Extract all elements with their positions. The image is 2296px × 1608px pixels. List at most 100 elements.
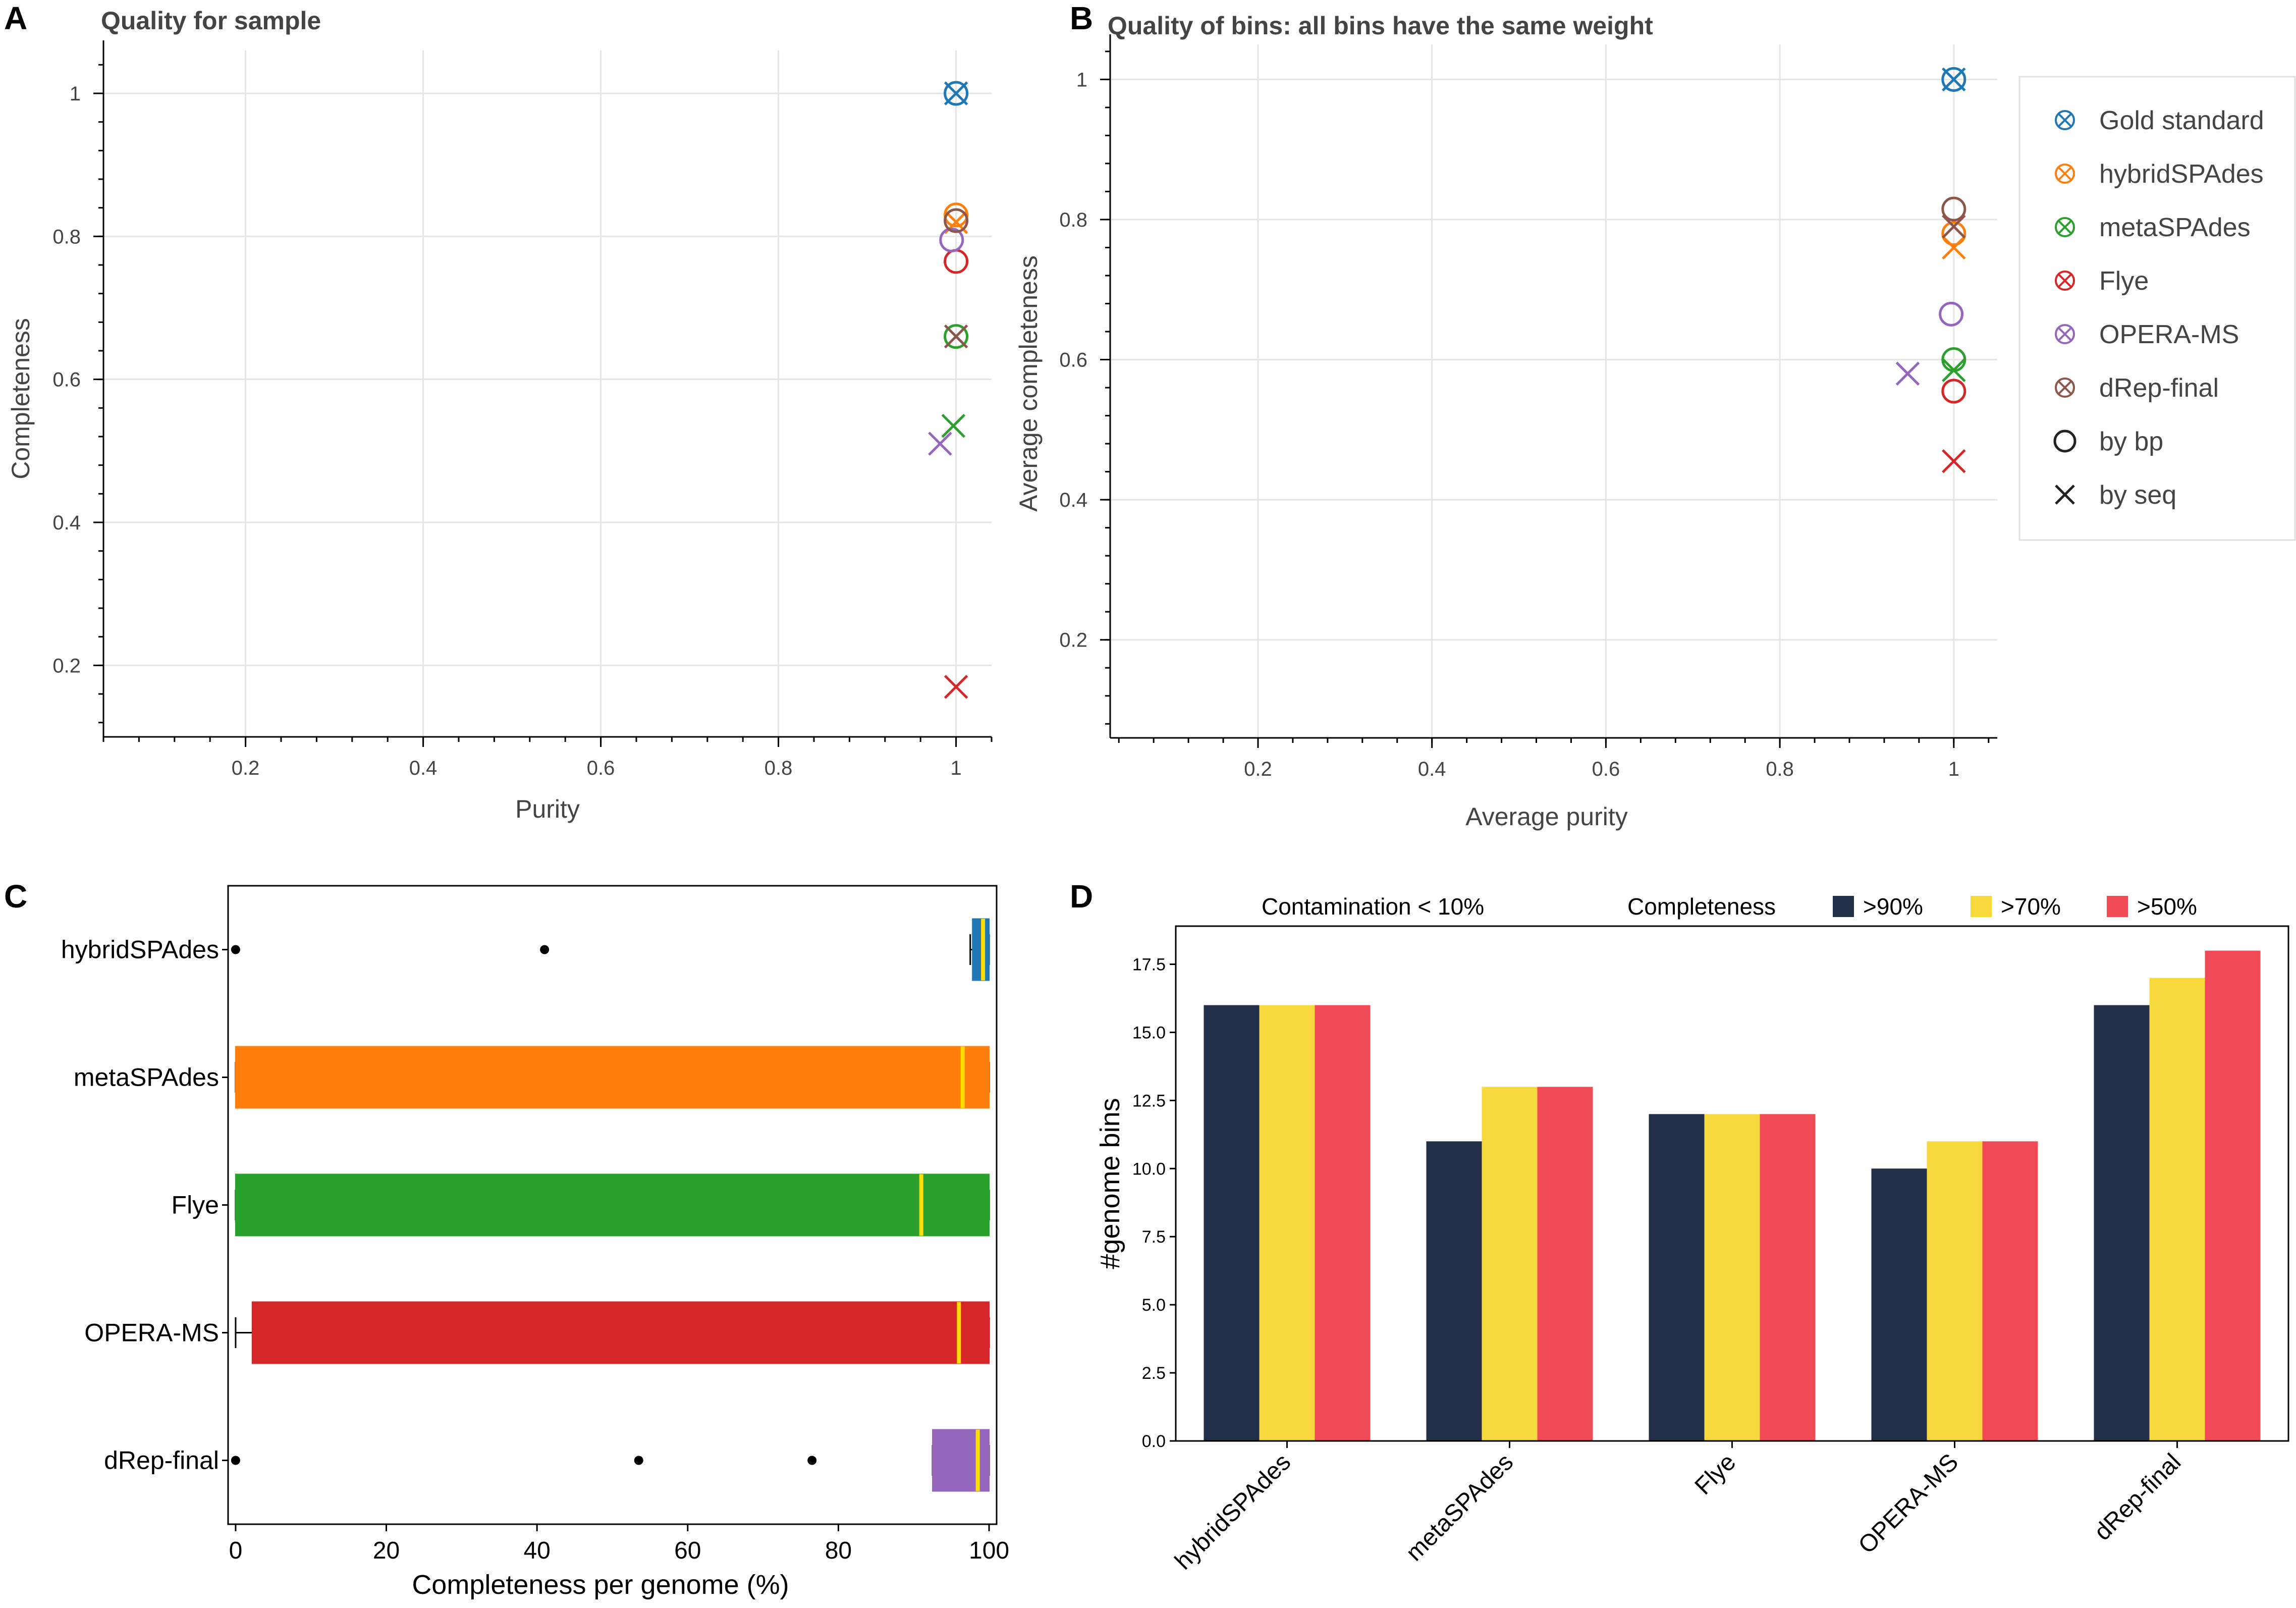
legend-d-label-2: >50% bbox=[2137, 893, 2197, 920]
chart-d-ylabel: #genome bins bbox=[1095, 1098, 1125, 1269]
legend-item-by-seq-label: by seq bbox=[2099, 480, 2176, 510]
chart-a-point-opera-ms-seq-stroke-2 bbox=[928, 432, 952, 456]
panel-label-a: A bbox=[4, 0, 27, 36]
chart-a-point-gold-standard-seq bbox=[944, 81, 968, 105]
legend-item-drep-final-label: dRep-final bbox=[2099, 373, 2219, 403]
legend-item-flye-marker-circle bbox=[2055, 271, 2075, 291]
chart-c-xtick-label: 20 bbox=[373, 1537, 400, 1564]
legend-completeness-label: Completeness bbox=[1627, 893, 1776, 920]
chart-d-bar-opera-ms-2 bbox=[1982, 1141, 2038, 1441]
chart-c-box-opera-ms bbox=[251, 1301, 990, 1364]
legend-item-by-seq-marker-stroke-2 bbox=[2055, 485, 2075, 505]
chart-a-xtick-label: 1 bbox=[950, 757, 961, 779]
chart-b-point-gold-standard-seq bbox=[1942, 67, 1966, 92]
chart-b-point-flye-seq bbox=[1942, 449, 1966, 473]
chart-b-point-hybridspades-bp bbox=[1941, 221, 1966, 246]
chart-b-xtick-label: 0.6 bbox=[1592, 758, 1620, 780]
chart-d-bar-drep-final-1 bbox=[2149, 978, 2205, 1441]
chart-c-xtick-label: 80 bbox=[825, 1537, 852, 1564]
chart-b-point-opera-ms-seq bbox=[1895, 361, 1920, 386]
chart-c-xtick-label: 100 bbox=[969, 1537, 1009, 1564]
chart-b-ytick-label: 0.8 bbox=[1059, 209, 1087, 231]
chart-b: 0.2 0.4 0.6 0.8 1 0.2 0.4 0.6 0.8 1 bbox=[1059, 34, 1997, 780]
chart-d-ytick-label: 15.0 bbox=[1132, 1023, 1166, 1042]
legend-item-metaspades-marker-cross bbox=[2057, 219, 2073, 235]
chart-d-ytick-label: 10.0 bbox=[1132, 1159, 1166, 1178]
chart-a-point-flye-seq bbox=[944, 675, 968, 699]
chart-c-category-label: dRep-final bbox=[104, 1446, 219, 1475]
chart-b-ytick-label: 0.2 bbox=[1059, 629, 1087, 652]
legend-item-drep-final-marker-cross-stroke-2 bbox=[2057, 380, 2073, 396]
chart-d-category-label: Flye bbox=[1690, 1449, 1741, 1500]
chart-b-xlabel: Average purity bbox=[1465, 802, 1627, 831]
panel-label-b: B bbox=[1070, 0, 1093, 36]
chart-a-xtick-label: 0.4 bbox=[409, 757, 438, 779]
legend-d-label-1: >70% bbox=[2001, 893, 2061, 920]
chart-b-xtick-label: 0.4 bbox=[1418, 758, 1446, 780]
chart-b-point-flye-bp bbox=[1941, 379, 1966, 404]
chart-d-bar-flye-1 bbox=[1704, 1114, 1760, 1441]
legend-item-metaspades-label: metaSPAdes bbox=[2099, 213, 2251, 242]
chart-d-bar-metaspades-1 bbox=[1482, 1087, 1538, 1441]
chart-d-frame bbox=[1175, 925, 2289, 1442]
chart-d-ytick-label: 17.5 bbox=[1132, 955, 1166, 975]
chart-d-bar-metaspades-0 bbox=[1426, 1141, 1482, 1441]
chart-a-xtick-label: 0.2 bbox=[232, 757, 260, 779]
legend-item-gold-standard-marker-cross-stroke-2 bbox=[2057, 112, 2073, 128]
panel-label-c: C bbox=[4, 878, 27, 915]
chart-a-point-metaspades-bp bbox=[944, 324, 969, 349]
legend-item-gold-standard-marker-cross bbox=[2057, 112, 2073, 128]
chart-a-point-hybridspades-bp bbox=[944, 202, 969, 228]
chart-a-point-opera-ms-seq bbox=[928, 432, 952, 456]
chart-c-box-drep-final bbox=[932, 1429, 990, 1492]
legend-item-flye-label: Flye bbox=[2099, 266, 2149, 296]
legend-item-metaspades-marker-cross-stroke-2 bbox=[2057, 219, 2073, 235]
chart-d-bar-flye-0 bbox=[1649, 1114, 1705, 1441]
chart-b-point-flye-seq-stroke-2 bbox=[1942, 449, 1966, 473]
chart-a-ylabel: Completeness bbox=[7, 318, 35, 479]
legend-item-drep-final-marker-cross bbox=[2057, 380, 2073, 396]
chart-a-point-opera-ms-bp bbox=[939, 227, 964, 252]
legend-contamination-label: Contamination < 10% bbox=[1262, 893, 1484, 920]
chart-c: hybridSPAdes metaSPAdes Flye OPERA-MS dRep-f… bbox=[61, 885, 1009, 1564]
legend-item-by-bp-marker bbox=[2053, 430, 2076, 453]
chart-d-bar-metaspades-2 bbox=[1537, 1087, 1593, 1441]
chart-b-ylabel: Average completeness bbox=[1014, 255, 1043, 512]
chart-c-category-label: Flye bbox=[172, 1191, 219, 1219]
chart-d-legend: Contamination < 10% Completeness >90% >70… bbox=[1262, 893, 2197, 920]
chart-a-xlabel: Purity bbox=[515, 795, 580, 823]
chart-d-ytick-label: 2.5 bbox=[1142, 1364, 1166, 1383]
chart-b-point-metaspades-seq bbox=[1942, 358, 1966, 383]
chart-d-ytick-label: 0.0 bbox=[1142, 1432, 1166, 1451]
chart-b-point-drep-final-bp bbox=[1941, 196, 1966, 222]
chart-b-point-drep-final-seq bbox=[1942, 215, 1966, 239]
legend-frame bbox=[2018, 76, 2296, 541]
legend-item-flye-marker-cross-stroke-2 bbox=[2057, 273, 2073, 289]
chart-a-ytick-label: 0.2 bbox=[52, 655, 81, 677]
chart-d-category-label: metaSPAdes bbox=[1401, 1449, 1518, 1566]
chart-c-box-flye bbox=[235, 1173, 990, 1237]
legend-item-hybridspades-marker-circle bbox=[2055, 164, 2075, 184]
chart-d-bar-hybridspades-1 bbox=[1259, 1005, 1315, 1441]
chart-b-point-opera-ms-bp bbox=[1939, 301, 1964, 327]
chart-a-point-drep-final-bp bbox=[944, 208, 969, 233]
chart-d-bar-flye-2 bbox=[1760, 1114, 1816, 1441]
chart-b-ytick-label: 1 bbox=[1076, 69, 1087, 91]
chart-b-legend: Gold standard hybridSPAdes metaSPAdes Flye O… bbox=[2018, 76, 2296, 541]
chart-c-xtick-label: 40 bbox=[523, 1537, 550, 1564]
chart-c-box-metaspades bbox=[235, 1046, 990, 1109]
legend-item-hybridspades-label: hybridSPAdes bbox=[2099, 159, 2264, 189]
legend-item-drep-final-marker-circle bbox=[2055, 378, 2075, 398]
legend-item-metaspades-marker-circle bbox=[2055, 217, 2075, 237]
legend-item-by-seq-marker bbox=[2055, 485, 2075, 505]
panel-label-d: D bbox=[1070, 878, 1093, 915]
chart-a-point-drep-final-seq bbox=[944, 324, 968, 349]
chart-a-xtick-label: 0.6 bbox=[587, 757, 615, 779]
chart-c-box-hybridspades bbox=[972, 918, 990, 981]
chart-a-point-gold-standard-bp bbox=[944, 81, 969, 106]
legend-d-swatch-0 bbox=[1833, 896, 1854, 917]
chart-c-box-hybridspades-outlier bbox=[540, 945, 550, 954]
chart-b-title: Quality of bins: all bins have the same … bbox=[1108, 12, 1653, 40]
chart-b-point-metaspades-seq-stroke-2 bbox=[1942, 358, 1966, 383]
